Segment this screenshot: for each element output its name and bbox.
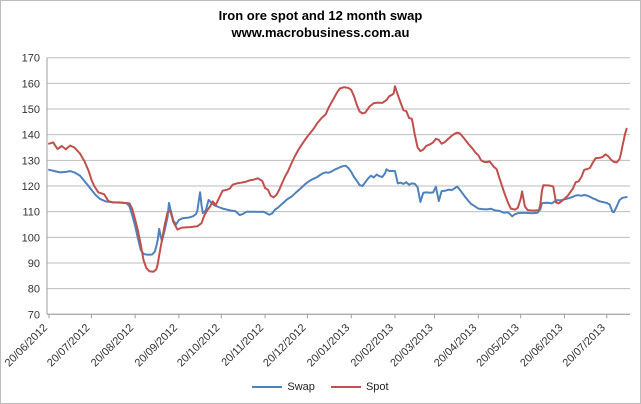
series-line-spot — [48, 85, 628, 273]
legend-label-swap: Swap — [287, 381, 315, 393]
legend-label-spot: Spot — [365, 381, 389, 393]
x-tick-label: 20/08/2012 — [89, 322, 136, 369]
chart-title: Iron ore spot and 12 month swap — [218, 8, 423, 23]
x-tick-label: 20/09/2012 — [133, 322, 180, 369]
legend: Swap Spot — [1, 381, 640, 393]
x-tick-label: 20/06/2012 — [3, 322, 50, 369]
legend-item-swap: Swap — [252, 381, 315, 393]
chart-subtitle: www.macrobusiness.com.au — [231, 25, 410, 40]
legend-item-spot: Spot — [330, 381, 389, 393]
x-tick-label: 20/07/2013 — [561, 322, 608, 369]
y-axis-labels: 70 80 90 100 110 120 130 140 150 160 170 — [22, 53, 40, 322]
y-tick-label: 150 — [22, 104, 40, 116]
y-tick-label: 70 — [28, 309, 40, 321]
x-tick-label: 20/11/2012 — [219, 322, 266, 369]
x-tick-label: 20/05/2013 — [474, 322, 521, 369]
y-tick-label: 80 — [28, 284, 40, 296]
spot-line-swatch — [330, 386, 361, 388]
y-tick-label: 110 — [22, 207, 40, 219]
x-tick-label: 20/04/2013 — [432, 322, 479, 369]
x-tick-label: 20/06/2013 — [518, 322, 565, 369]
y-tick-label: 140 — [22, 130, 40, 142]
x-tick-label: 20/01/2013 — [305, 322, 352, 369]
x-tick-label: 20/07/2012 — [45, 322, 92, 369]
x-tick-label: 20/10/2012 — [175, 322, 222, 369]
y-tick-label: 90 — [28, 258, 40, 270]
y-tick-label: 120 — [22, 181, 40, 193]
x-tick-label: 20/03/2013 — [388, 322, 435, 369]
axes — [46, 57, 630, 315]
y-tick-label: 130 — [22, 155, 40, 167]
y-tick-label: 160 — [22, 78, 40, 90]
swap-line-swatch — [252, 386, 283, 388]
y-tick-label: 100 — [22, 232, 40, 244]
x-tick-label: 20/12/2012 — [261, 322, 308, 369]
y-tick-label: 170 — [22, 53, 40, 65]
x-axis-labels: 20/06/201220/07/201220/08/201220/09/2012… — [3, 314, 608, 369]
